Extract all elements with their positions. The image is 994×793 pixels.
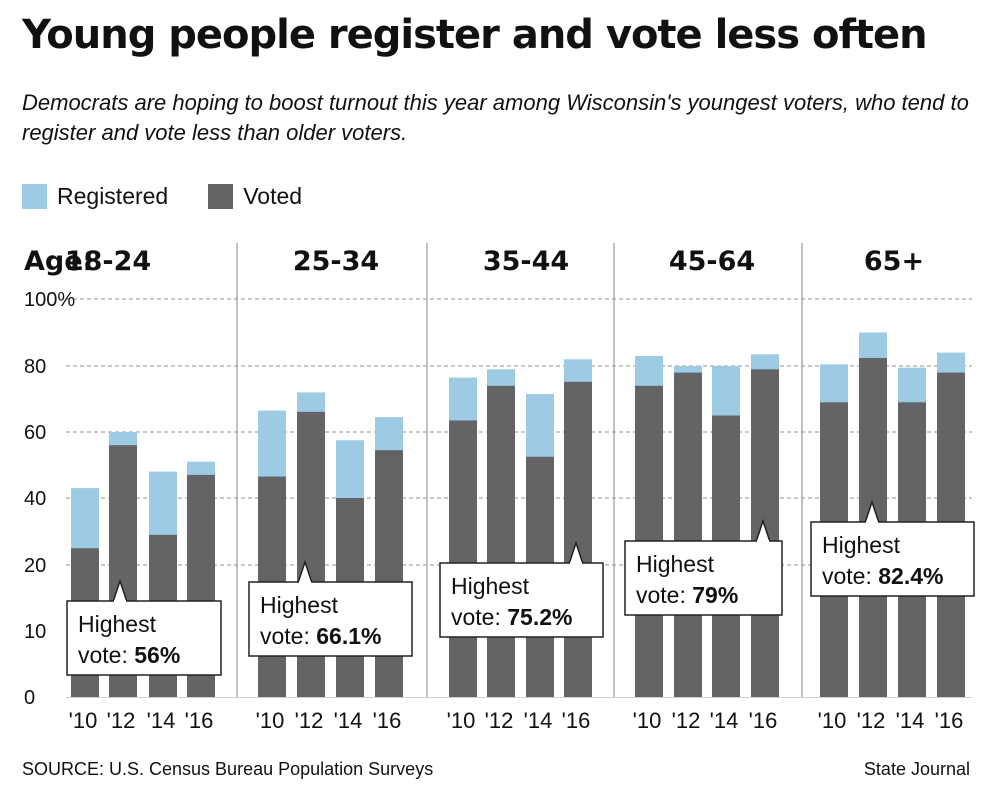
x-tick-label: '10 bbox=[69, 708, 98, 733]
legend-item-voted: Voted bbox=[208, 183, 302, 210]
age-group-header: 45-64 bbox=[669, 246, 755, 277]
callout-value: 79% bbox=[692, 582, 738, 608]
x-tick-label: '14 bbox=[147, 708, 176, 733]
x-tick-label: '10 bbox=[447, 708, 476, 733]
age-prefix-label: Age: bbox=[24, 246, 93, 277]
x-tick-label: '12 bbox=[485, 708, 514, 733]
legend-swatch-registered bbox=[22, 184, 47, 209]
bar-voted bbox=[487, 385, 515, 697]
x-tick-label: '16 bbox=[562, 708, 591, 733]
callout-label: Highest bbox=[451, 573, 530, 599]
credit: State Journal bbox=[863, 759, 970, 779]
x-tick-label: '16 bbox=[749, 708, 778, 733]
legend-label-registered: Registered bbox=[57, 183, 169, 209]
callout-value: 66.1% bbox=[316, 623, 381, 649]
chart-title: Young people register and vote less ofte… bbox=[22, 12, 928, 58]
callout-pointer-join bbox=[299, 581, 311, 584]
callout-pointer-join bbox=[570, 562, 582, 565]
x-tick-label: '16 bbox=[373, 708, 402, 733]
y-tick-label: 100% bbox=[24, 289, 75, 311]
legend-label-voted: Voted bbox=[243, 183, 303, 209]
legend-item-registered: Registered bbox=[22, 183, 168, 210]
x-tick-label: '16 bbox=[185, 708, 214, 733]
x-tick-label: '12 bbox=[672, 708, 701, 733]
x-tick-label: '14 bbox=[710, 708, 739, 733]
x-tick-label: '10 bbox=[633, 708, 662, 733]
callout-prefix: vote: bbox=[78, 642, 134, 668]
y-tick-label: 20 bbox=[24, 555, 46, 577]
age-group-header: 18-24 bbox=[65, 246, 151, 277]
callout-prefix: vote: bbox=[636, 582, 692, 608]
x-tick-label: '14 bbox=[896, 708, 925, 733]
x-tick-label: '12 bbox=[857, 708, 886, 733]
callout-value-line: vote: 79% bbox=[636, 582, 738, 608]
legend: Registered Voted bbox=[22, 183, 342, 210]
callout-label: Highest bbox=[636, 551, 715, 577]
callout-value: 82.4% bbox=[878, 563, 943, 589]
callout-value: 75.2% bbox=[507, 604, 572, 630]
x-tick-label: '16 bbox=[935, 708, 964, 733]
age-group-header: 35-44 bbox=[483, 246, 569, 277]
callout-label: Highest bbox=[78, 611, 157, 637]
bar-voted bbox=[449, 420, 477, 697]
x-tick-label: '10 bbox=[256, 708, 285, 733]
callout-value-line: vote: 82.4% bbox=[822, 563, 943, 589]
x-tick-label: '12 bbox=[107, 708, 136, 733]
callout-prefix: vote: bbox=[260, 623, 316, 649]
callout-box bbox=[66, 600, 222, 676]
callout-prefix: vote: bbox=[451, 604, 507, 630]
bar-voted bbox=[564, 381, 592, 697]
callout-value-line: vote: 75.2% bbox=[451, 604, 572, 630]
callout-pointer-join bbox=[757, 540, 769, 543]
callout-box bbox=[624, 540, 783, 616]
y-tick-label: 10 bbox=[24, 621, 46, 643]
y-tick-label: 40 bbox=[24, 488, 46, 510]
callout-box bbox=[439, 562, 604, 638]
chart-subtitle: Democrats are hoping to boost turnout th… bbox=[22, 90, 969, 145]
x-tick-label: '10 bbox=[818, 708, 847, 733]
callout-value-line: vote: 56% bbox=[78, 642, 180, 668]
callout-label: Highest bbox=[260, 592, 339, 618]
y-tick-label: 60 bbox=[24, 422, 46, 444]
callout-box bbox=[810, 521, 975, 597]
age-group-header: 65+ bbox=[864, 246, 924, 277]
y-tick-label: 0 bbox=[24, 687, 35, 709]
callout-box bbox=[248, 581, 413, 657]
callout-pointer-join bbox=[866, 521, 878, 524]
bar-voted bbox=[375, 450, 403, 697]
source-note: SOURCE: U.S. Census Bureau Population Su… bbox=[22, 759, 434, 779]
x-tick-label: '14 bbox=[334, 708, 363, 733]
legend-swatch-voted bbox=[208, 184, 234, 209]
callout-value: 56% bbox=[134, 642, 180, 668]
callout-label: Highest bbox=[822, 532, 901, 558]
age-group-header: 25-34 bbox=[293, 246, 379, 277]
callout-prefix: vote: bbox=[822, 563, 878, 589]
x-tick-label: '14 bbox=[524, 708, 553, 733]
callout-pointer-join bbox=[114, 600, 126, 603]
bar-voted bbox=[674, 372, 702, 697]
callout-value-line: vote: 66.1% bbox=[260, 623, 381, 649]
y-tick-label: 80 bbox=[24, 356, 46, 378]
x-tick-label: '12 bbox=[295, 708, 324, 733]
